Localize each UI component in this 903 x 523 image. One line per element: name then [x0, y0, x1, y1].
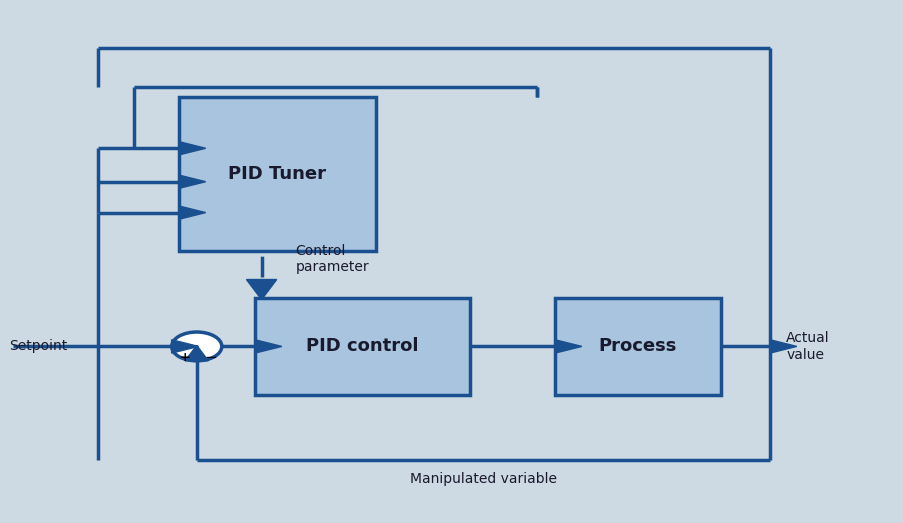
Text: +: + [180, 351, 191, 364]
Polygon shape [554, 340, 582, 353]
Polygon shape [179, 142, 206, 155]
Polygon shape [185, 345, 209, 361]
Text: Control
parameter: Control parameter [295, 244, 368, 274]
Text: PID Tuner: PID Tuner [228, 165, 326, 183]
Text: Setpoint: Setpoint [9, 339, 67, 354]
FancyBboxPatch shape [179, 97, 376, 251]
Polygon shape [172, 340, 199, 353]
Text: Manipulated variable: Manipulated variable [409, 472, 556, 486]
Polygon shape [247, 279, 276, 300]
Polygon shape [255, 340, 282, 353]
Text: Process: Process [598, 337, 676, 356]
Polygon shape [179, 175, 206, 188]
FancyBboxPatch shape [554, 298, 720, 395]
Polygon shape [179, 206, 206, 219]
Text: Actual
value: Actual value [786, 331, 829, 361]
Circle shape [172, 332, 221, 361]
Polygon shape [769, 340, 796, 353]
FancyBboxPatch shape [255, 298, 470, 395]
Text: PID control: PID control [306, 337, 418, 356]
Text: −: − [204, 350, 218, 365]
